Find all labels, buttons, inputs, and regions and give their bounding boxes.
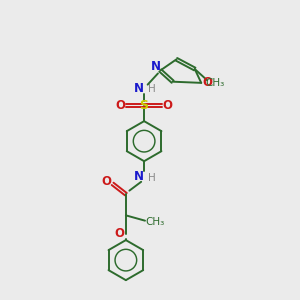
Text: H: H — [148, 84, 156, 94]
Text: O: O — [116, 99, 126, 112]
Text: O: O — [114, 227, 124, 240]
Text: S: S — [140, 99, 148, 112]
Text: O: O — [102, 175, 112, 188]
Text: H: H — [148, 173, 156, 183]
Text: CH₃: CH₃ — [146, 217, 165, 227]
Text: CH₃: CH₃ — [206, 78, 225, 88]
Text: O: O — [203, 76, 213, 89]
Text: N: N — [151, 61, 160, 74]
Text: N: N — [134, 82, 144, 95]
Text: N: N — [134, 170, 144, 183]
Text: O: O — [163, 99, 173, 112]
